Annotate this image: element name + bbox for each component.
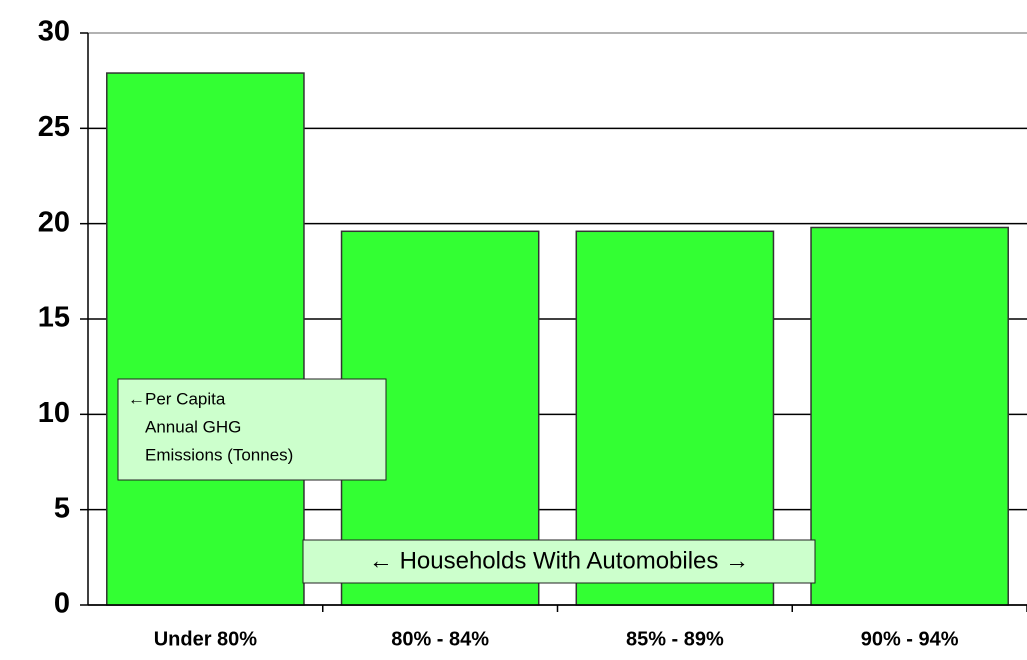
annotation-box: ←Per Capita Annual GHG Emissions (Tonnes) xyxy=(117,378,387,481)
bar xyxy=(810,226,1009,606)
bar xyxy=(106,72,305,606)
y-tick-label: 25 xyxy=(38,111,70,143)
annotation-line: Emissions (Tonnes) xyxy=(145,445,293,464)
x-tick-label: 80% - 84% xyxy=(391,628,489,650)
x-tick-label: 90% - 94% xyxy=(861,628,959,650)
x-tick-label: 85% - 89% xyxy=(626,628,724,650)
y-tick-label: 15 xyxy=(38,302,70,334)
y-tick-label: 10 xyxy=(38,397,70,429)
annotation-frame xyxy=(117,378,387,481)
y-tick-label: 0 xyxy=(54,588,70,620)
y-tick-label: 30 xyxy=(38,16,70,48)
y-tick-label: 5 xyxy=(54,492,70,524)
annotation-line: Annual GHG xyxy=(145,417,241,436)
annotation-line: ←Per Capita xyxy=(128,389,226,408)
annotation: ← Households With Automobiles → xyxy=(369,547,749,574)
y-tick-label: 20 xyxy=(38,206,70,238)
x-tick-label: Under 80% xyxy=(154,628,258,650)
annotation-frame xyxy=(302,539,816,584)
